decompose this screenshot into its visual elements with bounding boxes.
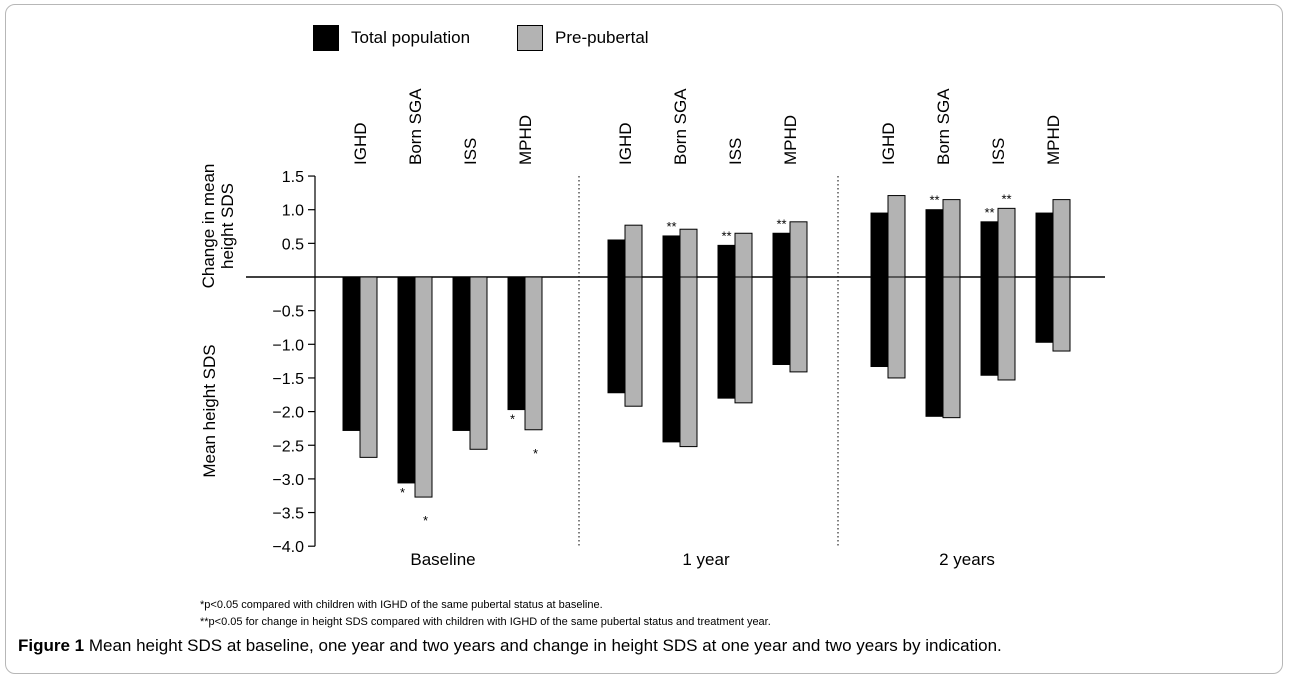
- y-tick-label: 1.0: [282, 203, 304, 220]
- bar-change: [717, 244, 736, 278]
- significance-marker: *: [533, 446, 538, 461]
- bar-mean-height: [980, 276, 999, 376]
- legend-label-total-population: Total population: [351, 28, 471, 47]
- figure-caption: Figure 1 Mean height SDS at baseline, on…: [18, 636, 1002, 656]
- y-axis-label-upper-line1: Change in mean: [199, 164, 218, 289]
- bar-mean-height: [772, 276, 791, 365]
- category-label: ISS: [726, 138, 745, 165]
- significance-marker: *: [510, 412, 515, 427]
- bar-mean-height: [607, 276, 626, 394]
- group-label: 1 year: [682, 550, 730, 569]
- y-tick-label: −0.5: [272, 304, 304, 321]
- footnote-double-star: **p<0.05 for change in height SDS compar…: [200, 616, 771, 628]
- y-tick-label: −4.0: [272, 539, 304, 556]
- bar-change: [1035, 212, 1054, 278]
- bar-change: [772, 232, 791, 278]
- bar-mean-height: [359, 276, 378, 458]
- caption-text: Mean height SDS at baseline, one year an…: [88, 636, 1002, 655]
- bar-change: [942, 199, 961, 278]
- legend-swatch-total-population: [313, 25, 339, 51]
- bar-change: [734, 232, 753, 278]
- category-label: Born SGA: [934, 88, 953, 165]
- category-label: IGHD: [879, 123, 898, 166]
- significance-marker: **: [984, 205, 994, 220]
- legend-label-pre-pubertal: Pre-pubertal: [555, 28, 649, 47]
- bar-change: [887, 195, 906, 278]
- category-label: ISS: [989, 138, 1008, 165]
- category-label: IGHD: [616, 123, 635, 166]
- bar-change: [997, 207, 1016, 278]
- caption-label: Figure 1: [18, 636, 85, 655]
- y-tick-label: 1.5: [282, 169, 304, 186]
- y-tick-label: −2.5: [272, 438, 304, 455]
- y-tick-label: −3.0: [272, 472, 304, 489]
- significance-marker: *: [400, 485, 405, 500]
- bar-mean-height: [789, 276, 808, 373]
- bar-mean-height: [734, 276, 753, 404]
- bar-change: [1052, 199, 1071, 278]
- category-label: MPHD: [516, 115, 535, 165]
- y-axis-label-upper-line2: height SDS: [218, 183, 237, 269]
- bar-change: [925, 209, 944, 278]
- category-label: MPHD: [1044, 115, 1063, 165]
- bar-mean-height: [1052, 276, 1071, 352]
- bar-mean-height: [1035, 276, 1054, 343]
- y-tick-label: −1.5: [272, 371, 304, 388]
- bar-mean-height: [925, 276, 944, 417]
- category-label: ISS: [461, 138, 480, 165]
- footnote-single-star: *p<0.05 compared with children with IGHD…: [200, 599, 603, 611]
- bar-mean-height: [717, 276, 736, 399]
- bar-change: [607, 239, 626, 278]
- y-tick-label: −1.0: [272, 337, 304, 354]
- y-axis-label-lower: Mean height SDS: [200, 344, 219, 477]
- bar-change: [980, 221, 999, 278]
- bar-change: [870, 212, 889, 278]
- bar-mean-height: [997, 276, 1016, 381]
- significance-marker: **: [929, 193, 939, 208]
- bar-change: [624, 224, 643, 278]
- legend-item-total-population: Total population: [313, 25, 470, 51]
- category-label: MPHD: [781, 115, 800, 165]
- bar-mean-height: [624, 276, 643, 407]
- category-label: Born SGA: [406, 88, 425, 165]
- bar-mean-height: [870, 276, 889, 368]
- bar-mean-height: [397, 276, 416, 484]
- bar-mean-height: [469, 276, 488, 450]
- group-label: Baseline: [410, 550, 475, 569]
- significance-marker: **: [1001, 191, 1011, 206]
- bar-mean-height: [342, 276, 361, 431]
- significance-marker: **: [776, 216, 786, 231]
- significance-marker: *: [423, 513, 428, 528]
- y-tick-label: −2.0: [272, 405, 304, 422]
- bar-change: [679, 228, 698, 278]
- legend-swatch-pre-pubertal: [517, 25, 543, 51]
- bar-change: [789, 221, 808, 278]
- group-label: 2 years: [939, 550, 995, 569]
- bar-mean-height: [414, 276, 433, 498]
- category-label: IGHD: [351, 123, 370, 166]
- y-tick-label: 0.5: [282, 236, 304, 253]
- bar-mean-height: [524, 276, 543, 431]
- bar-change: [662, 235, 681, 278]
- category-label: Born SGA: [671, 88, 690, 165]
- significance-marker: **: [721, 228, 731, 243]
- legend-item-pre-pubertal: Pre-pubertal: [517, 25, 649, 51]
- significance-marker: **: [666, 219, 676, 234]
- bar-mean-height: [662, 276, 681, 443]
- figure-frame: [5, 4, 1283, 674]
- bar-mean-height: [942, 276, 961, 419]
- y-tick-label: −3.5: [272, 506, 304, 523]
- bar-mean-height: [452, 276, 471, 431]
- bar-mean-height: [887, 276, 906, 379]
- bar-mean-height: [679, 276, 698, 448]
- bar-mean-height: [507, 276, 526, 411]
